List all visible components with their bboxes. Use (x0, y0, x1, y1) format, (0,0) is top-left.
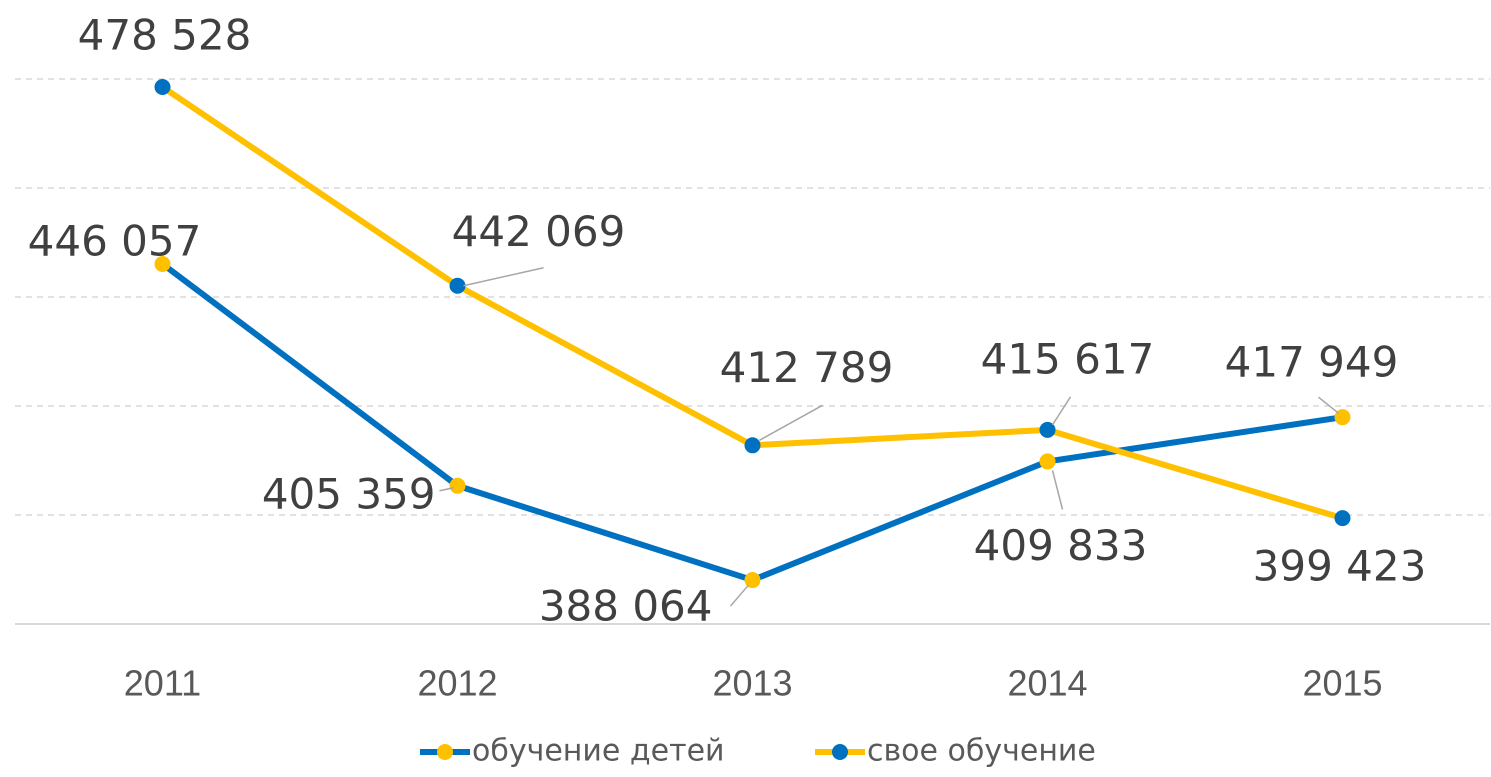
legend-label: свое обучение (867, 734, 1096, 769)
leader-line (729, 584, 750, 607)
x-tick-label: 2013 (712, 663, 792, 704)
marker (1039, 421, 1056, 438)
marker (154, 79, 171, 96)
leader-line (439, 487, 454, 492)
marker (1334, 510, 1351, 527)
x-tick-label: 2014 (1007, 663, 1087, 704)
data-label: 405 359 (262, 469, 436, 518)
x-tick-label: 2012 (417, 663, 497, 704)
series-line (160, 261, 1343, 584)
x-tick-label: 2015 (1302, 663, 1382, 704)
series-line (160, 84, 1344, 522)
data-label: 415 617 (981, 334, 1155, 383)
marker (449, 277, 466, 294)
leader-line (759, 404, 823, 441)
data-label: 478 528 (78, 11, 252, 60)
data-label: 417 949 (1225, 338, 1399, 387)
marker (449, 477, 466, 494)
leader-line (1051, 470, 1064, 510)
data-label: 446 057 (28, 216, 202, 265)
marker (1039, 453, 1056, 470)
leader-line (1318, 396, 1339, 414)
leader-line (463, 266, 544, 287)
data-label: 442 069 (452, 207, 626, 256)
data-label: 412 789 (720, 343, 894, 392)
data-label: 409 833 (974, 521, 1148, 570)
data-label: 399 423 (1253, 542, 1427, 591)
legend-marker (437, 744, 453, 760)
data-label: 388 064 (539, 582, 713, 631)
x-tick-label: 2011 (124, 663, 201, 704)
legend-marker (832, 744, 848, 760)
marker (744, 437, 761, 454)
marker (154, 255, 171, 272)
leader-line (1051, 396, 1072, 426)
marker (744, 572, 761, 589)
legend-label: обучение детей (472, 734, 725, 769)
